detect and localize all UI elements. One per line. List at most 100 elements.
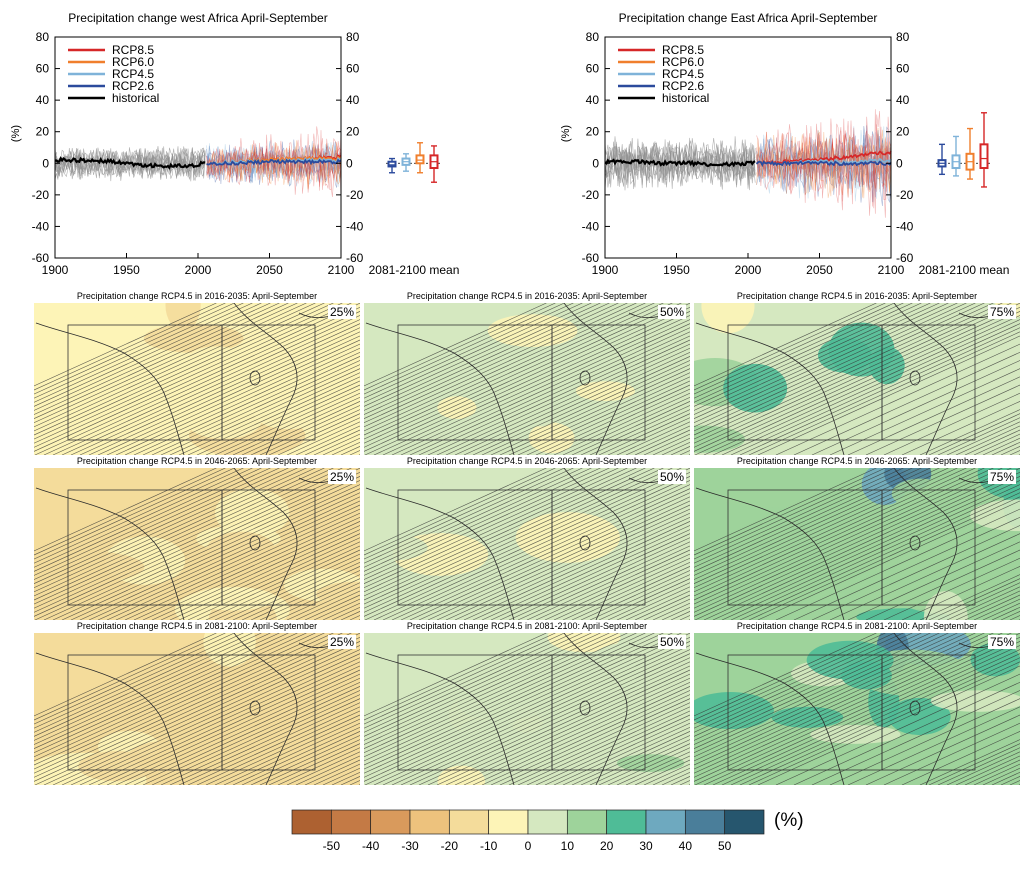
hatch-line (937, 747, 1020, 785)
y-tick-label: 20 (586, 125, 600, 139)
hatch-line (34, 633, 271, 741)
hatch-line (364, 468, 610, 580)
hatch-line (133, 351, 360, 455)
boxplot-RCP6.0 (965, 127, 975, 180)
hatch-line (694, 468, 1003, 609)
y-tick-label: 80 (36, 30, 50, 44)
hatch-line (775, 673, 1020, 785)
hatch-line (694, 633, 940, 745)
lake-victoria (249, 700, 261, 716)
boxplot-RCP4.5 (401, 153, 411, 172)
hatch-line (946, 751, 1020, 785)
hatch-line (364, 633, 547, 717)
hatch-line (43, 311, 360, 455)
ensemble-member (206, 141, 342, 189)
historical-ensemble (604, 136, 756, 191)
hatch-line (562, 396, 690, 455)
hatch-line (364, 303, 556, 391)
map-contour-region (187, 346, 245, 371)
hatch-line (694, 633, 895, 725)
hatch-line (937, 417, 1020, 455)
hatch-line (544, 388, 690, 455)
hatch-line (34, 468, 325, 601)
hatch-line (364, 633, 592, 737)
hatch-line (364, 468, 655, 601)
hatch-line (52, 315, 360, 455)
hatch-line (151, 360, 360, 455)
hatch-line (34, 303, 262, 407)
hatch-line (409, 492, 690, 620)
hatch-line (34, 633, 307, 758)
hatch-line (694, 633, 985, 766)
hatch-line (955, 755, 1020, 785)
hatch-line (364, 468, 556, 556)
map-panel: Precipitation change RCP4.5 in 2016-2035… (694, 290, 1020, 455)
hatch-line (61, 484, 360, 620)
hatch-line (544, 718, 690, 785)
hatch-line (187, 376, 360, 455)
hatch-line (463, 681, 690, 785)
lake-victoria (909, 535, 921, 551)
y-tick-label: -60 (582, 251, 600, 265)
hatch-line (70, 653, 360, 785)
hatch-line (694, 303, 931, 411)
map-svg (694, 303, 1020, 455)
hatch-line (364, 468, 619, 584)
hatch-line (34, 468, 253, 568)
legend-label: historical (112, 91, 159, 105)
hatch-line (364, 468, 547, 552)
hatch-line (196, 545, 360, 620)
hatch-line (427, 665, 690, 785)
hatch-line (625, 755, 690, 785)
colorbar-tick-label: 0 (525, 839, 532, 853)
hatch-line (571, 401, 690, 455)
hatch-line (142, 356, 360, 455)
ensemble-member (206, 141, 342, 183)
hatch-line (694, 633, 949, 749)
hatch-line (694, 303, 886, 391)
hatch-line (364, 633, 682, 778)
hatch-line (124, 512, 360, 620)
hatch-line (169, 533, 360, 620)
hatch-line (694, 303, 940, 415)
ensemble-RCP2.6 (206, 139, 342, 188)
hatch-line (625, 425, 690, 455)
x-tick-label: 2100 (328, 263, 355, 277)
hatch-line (364, 303, 628, 424)
hatch-line (694, 306, 1020, 455)
map-svg (34, 303, 360, 455)
y-tick-label: -20 (32, 188, 50, 202)
map-contour-region (701, 303, 755, 334)
hatch-line (847, 706, 1020, 785)
hatch-line (589, 409, 690, 455)
x-tick-label: 1950 (663, 263, 690, 277)
hatch-line (694, 633, 886, 721)
hatch-line (34, 633, 352, 778)
hatch-line (901, 566, 1020, 620)
percentile-label: 75% (987, 635, 1016, 649)
hatch-line (694, 633, 913, 733)
hatch-line (775, 343, 1020, 455)
map-contour-region (460, 719, 497, 736)
hatch-line (214, 718, 360, 785)
hatch-line (34, 303, 298, 424)
map-contour-region (129, 635, 177, 667)
hatch-line (946, 586, 1020, 620)
map-contour-region (374, 478, 457, 518)
map-contour-region (817, 337, 872, 373)
hatch-line (232, 396, 360, 455)
hatch-line (286, 421, 360, 455)
hatch-line (562, 561, 690, 620)
hatch-line (400, 488, 690, 620)
series-line-RCP8.5 (755, 150, 892, 167)
hatch-line (364, 306, 690, 455)
map-panel: Precipitation change RCP4.5 in 2046-2065… (364, 455, 690, 620)
hatch-line (526, 380, 690, 455)
x-tick-label: 2000 (185, 263, 212, 277)
map-svg (694, 633, 1020, 785)
hatch-line (88, 331, 360, 455)
chart-title: Precipitation change west Africa April-S… (68, 11, 327, 25)
hatch-line (223, 392, 360, 455)
hatch-line (196, 710, 360, 785)
lake-victoria (579, 535, 591, 551)
